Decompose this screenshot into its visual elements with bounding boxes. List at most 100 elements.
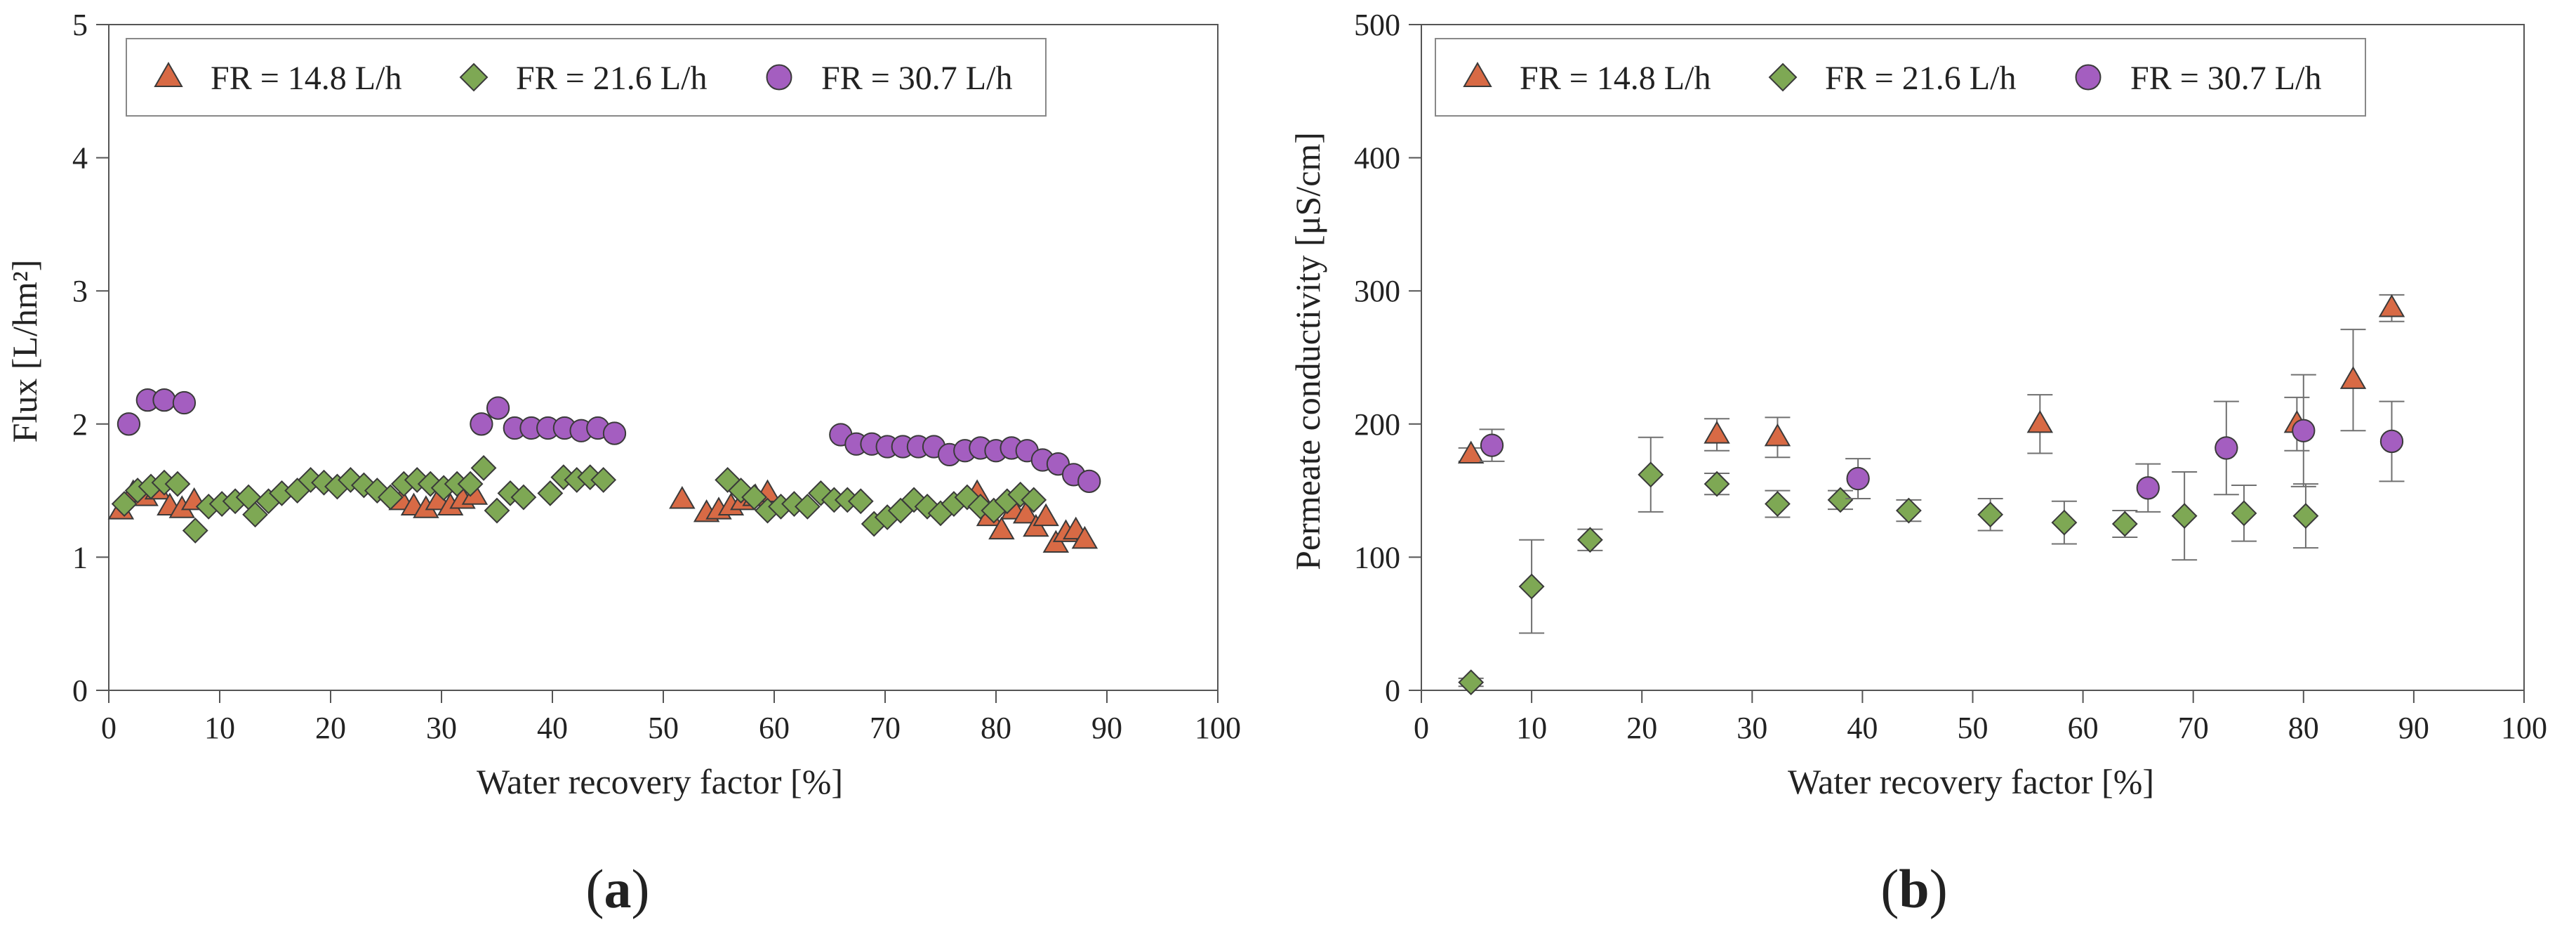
panel-b-data-point xyxy=(2379,429,2404,454)
panel-b-legend-marker-circle-icon xyxy=(2075,64,2102,91)
panel-a-data-point xyxy=(847,488,874,515)
panel-a-y-tick-label: 2 xyxy=(72,407,88,442)
panel-b: Permeate conductivity [μS/cm] Water reco… xyxy=(1288,8,2547,919)
panel-b-x-tick-label: 100 xyxy=(2501,711,2547,745)
panel-a-data-point xyxy=(457,471,484,497)
panel-a-data-point xyxy=(470,454,497,481)
panel-a-x-tick-label: 90 xyxy=(1091,711,1122,745)
panel-b-data-point xyxy=(1846,466,1870,491)
panel-b-y-axis-title-wrap: Permeate conductivity [μS/cm] xyxy=(1288,132,1327,570)
panel-b-legend-label: FR = 21.6 L/h xyxy=(1825,60,2016,97)
panel-a-legend-marker-diamond-icon xyxy=(459,63,489,92)
panel-a-y-tick-label: 0 xyxy=(72,673,88,708)
panel-a-data-point xyxy=(484,497,510,524)
panel-b-data-point xyxy=(1458,669,1485,696)
panel-a-data-point xyxy=(111,491,138,517)
panel-a-legend-label: FR = 30.7 L/h xyxy=(821,60,1012,97)
panel-a-x-tick-label: 20 xyxy=(315,711,346,745)
panel-b-x-tick-label: 60 xyxy=(2068,711,2099,745)
panel-b-legend-item: FR = 30.7 L/h xyxy=(2075,60,2321,97)
panel-a-x-tick-label: 100 xyxy=(1195,711,1241,745)
panel-b-y-tick-label: 0 xyxy=(1385,673,1400,708)
panel-b-x-tick-label: 90 xyxy=(2398,711,2429,745)
panel-b-x-tick-label: 0 xyxy=(1414,711,1429,745)
panel-b-x-tick-label: 70 xyxy=(2178,711,2209,745)
panel-b-plot-frame xyxy=(1421,24,2525,691)
panel-b-legend-box xyxy=(1435,38,2366,117)
panel-a-data-point xyxy=(669,486,696,509)
panel-b-data-point xyxy=(1827,487,1854,513)
panel-b-legend-item: FR = 21.6 L/h xyxy=(1768,60,2016,97)
panel-a-plot-frame xyxy=(108,24,1219,691)
panel-b-x-axis-title: Water recovery factor [%] xyxy=(1788,762,2154,801)
panel-b-data-point xyxy=(2111,511,2138,537)
panel-b-data-point xyxy=(2026,409,2054,433)
panel-a-data-point xyxy=(590,467,617,493)
panel-a-x-tick-label: 60 xyxy=(759,711,790,745)
panel-a-legend-label: FR = 14.8 L/h xyxy=(211,60,401,97)
panel-b-data-point xyxy=(1457,440,1485,464)
panel-b-legend-marker-diamond-icon xyxy=(1768,63,1798,92)
panel-b-x-tick-label: 10 xyxy=(1516,711,1547,745)
panel-a-x-tick-label: 40 xyxy=(537,711,568,745)
panel-b-data-point xyxy=(1518,573,1545,600)
panel-a-x-axis: 0 10 20 30 40 50 60 70 80 90 100 xyxy=(101,690,1241,745)
panel-b-data-point xyxy=(2171,503,2198,530)
panel-a-legend-marker-circle-icon xyxy=(766,64,792,91)
panel-b-data-point xyxy=(2292,503,2319,530)
panel-b-data-point xyxy=(2231,500,2257,527)
panel-a-y-tick-label: 1 xyxy=(72,540,88,574)
panel-a-y-tick-label: 4 xyxy=(72,141,88,176)
panel-a-x-tick-label: 10 xyxy=(204,711,235,745)
panel-a-legend-item: FR = 14.8 L/h xyxy=(154,60,401,97)
panel-b-y-tick-label: 300 xyxy=(1354,274,1400,308)
panel-a-x-tick-label: 50 xyxy=(648,711,679,745)
panel-b-legend-item: FR = 14.8 L/h xyxy=(1463,60,1711,97)
panel-a-x-tick-label: 80 xyxy=(981,711,1011,745)
panel-b-legend: FR = 14.8 L/h FR = 21.6 L/h FR = 30.7 L/h xyxy=(1435,38,2366,117)
panel-a-y-tick-label: 5 xyxy=(72,8,88,42)
panel-a-data-point xyxy=(1012,500,1040,524)
panel-a-series-circle xyxy=(117,388,1101,493)
panel-b-data-point xyxy=(1977,501,2004,528)
panel-a-data-point xyxy=(242,501,268,528)
panel-b-x-tick-label: 80 xyxy=(2288,711,2319,745)
panel-b-data-point xyxy=(1480,433,1504,457)
panel-a-legend-marker-triangle-icon xyxy=(154,62,183,87)
panel-a-data-point xyxy=(1021,487,1047,513)
panel-b-y-tick-label: 100 xyxy=(1354,540,1400,574)
panel-b-label: (b) xyxy=(1880,858,1947,919)
panel-b-x-axis: 0 10 20 30 40 50 60 70 80 90 100 xyxy=(1414,690,2547,745)
panel-a-data-point xyxy=(1077,469,1101,493)
panel-a-data-point xyxy=(172,390,197,415)
panel-b-x-tick-label: 30 xyxy=(1737,711,1767,745)
panel-a-x-tick-label: 70 xyxy=(870,711,901,745)
panel-b-data-point xyxy=(1576,527,1603,553)
panel-a-data-point xyxy=(988,516,1015,540)
panel-a-legend-box xyxy=(126,38,1047,117)
panel-a-data-point xyxy=(510,484,537,511)
panel-a-data-point xyxy=(794,493,821,520)
panel-a-x-axis-title: Water recovery factor [%] xyxy=(477,762,843,801)
panel-b-data-point xyxy=(2339,366,2367,389)
panel-a-legend-item: FR = 21.6 L/h xyxy=(459,60,707,97)
panel-a-data-point xyxy=(182,518,208,544)
panel-b-data-point xyxy=(1704,421,1730,444)
panel-a-legend: FR = 14.8 L/h FR = 21.6 L/h FR = 30.7 L/h xyxy=(126,38,1047,117)
panel-a-data-point xyxy=(1071,525,1098,549)
panel-a-data-point xyxy=(117,412,141,436)
panel-a: Flux [L/hm²] Water recovery factor [%] F… xyxy=(5,8,1241,919)
panel-b-x-tick-label: 20 xyxy=(1626,711,1657,745)
panel-a-y-axis-title-wrap: Flux [L/hm²] xyxy=(5,260,44,443)
panel-b-data-point xyxy=(2378,294,2405,317)
panel-b-data-point xyxy=(1638,461,1664,488)
panel-b-data-point xyxy=(1765,491,1791,517)
panel-a-data-point xyxy=(1033,503,1059,527)
panel-b-y-tick-label: 200 xyxy=(1354,407,1400,442)
panel-b-y-axis: 0 100 200 300 400 500 xyxy=(1354,8,1421,708)
panel-b-series-diamond xyxy=(1458,436,2319,696)
panel-a-x-tick-label: 30 xyxy=(426,711,457,745)
panel-a-data-point xyxy=(602,421,627,445)
panel-a-plot-area xyxy=(108,24,1219,691)
